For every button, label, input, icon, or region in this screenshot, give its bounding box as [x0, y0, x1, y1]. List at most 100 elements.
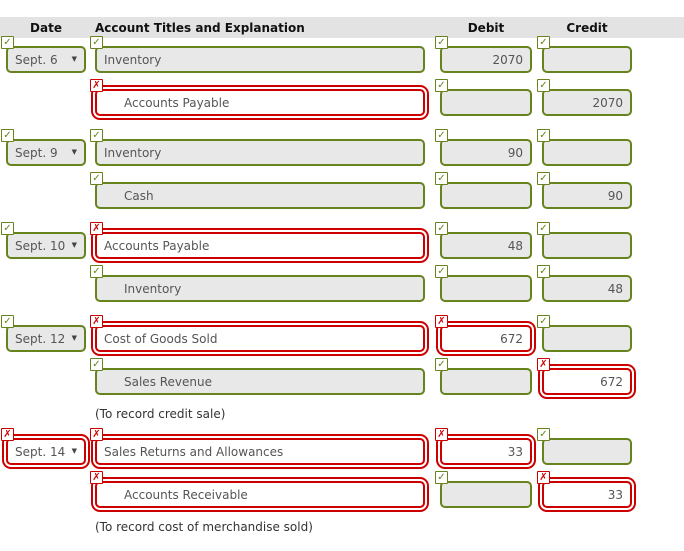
debit-cell: ✗ 33	[435, 428, 532, 465]
credit-cell: ✓	[537, 428, 632, 465]
credit-amount-input[interactable]: ✓	[537, 222, 632, 259]
date-cell: ✗ Sept. 14 ▼	[1, 428, 86, 465]
credit-cell: ✗ 33	[537, 471, 632, 508]
check-badge-icon: ✓	[537, 428, 550, 441]
credit-amount-input[interactable]: ✓ 2070	[537, 79, 632, 116]
field-box	[542, 139, 632, 166]
x-badge-icon: ✗	[90, 471, 103, 484]
account-cell: ✗ Accounts Payable	[90, 79, 425, 116]
date-select[interactable]: ✓ Sept. 9 ▼	[1, 129, 86, 166]
account-title-input[interactable]: ✗ Accounts Payable	[90, 79, 425, 116]
check-badge-icon: ✓	[1, 36, 14, 49]
field-box	[440, 275, 532, 302]
field-value: Sept. 6	[15, 52, 58, 67]
debit-amount-input[interactable]: ✓	[435, 358, 532, 395]
field-box: Sept. 10 ▼	[6, 232, 86, 259]
credit-amount-input[interactable]: ✓ 90	[537, 172, 632, 209]
chevron-down-icon: ▼	[71, 447, 77, 455]
credit-cell: ✓ 48	[537, 265, 632, 302]
account-title-input[interactable]: ✓ Inventory	[90, 36, 425, 73]
credit-cell: ✓	[537, 315, 632, 352]
account-title-input[interactable]: ✓ Cash	[90, 172, 425, 209]
check-badge-icon: ✓	[537, 129, 550, 142]
credit-amount-input[interactable]: ✓	[537, 428, 632, 465]
debit-cell: ✗ 672	[435, 315, 532, 352]
account-cell: ✗ Cost of Goods Sold	[90, 315, 425, 352]
date-select[interactable]: ✓ Sept. 10 ▼	[1, 222, 86, 259]
check-badge-icon: ✓	[90, 265, 103, 278]
chevron-down-icon: ▼	[71, 334, 77, 342]
account-cell: ✓ Sales Revenue	[90, 358, 425, 395]
credit-amount-input[interactable]: ✓	[537, 315, 632, 352]
credit-amount-input[interactable]: ✓	[537, 36, 632, 73]
field-box: Inventory	[95, 275, 425, 302]
check-badge-icon: ✓	[537, 172, 550, 185]
check-badge-icon: ✓	[537, 79, 550, 92]
field-box	[542, 232, 632, 259]
account-title-input[interactable]: ✗ Accounts Payable	[90, 222, 425, 259]
field-box	[440, 368, 532, 395]
account-title-input[interactable]: ✓ Inventory	[90, 129, 425, 166]
journal-row-credit-line: ✗ Accounts Payable ✓ ✓ 2070	[0, 79, 684, 116]
check-badge-icon: ✓	[1, 315, 14, 328]
x-badge-icon: ✗	[537, 471, 550, 484]
check-badge-icon: ✓	[90, 172, 103, 185]
check-badge-icon: ✓	[537, 315, 550, 328]
credit-cell: ✓ 2070	[537, 79, 632, 116]
field-box: 2070	[440, 46, 532, 73]
field-value: 33	[607, 487, 623, 502]
field-box: 672	[440, 325, 532, 352]
account-title-input[interactable]: ✗ Accounts Receivable	[90, 471, 425, 508]
journal-row-credit-line: ✓ Cash ✓ ✓ 90	[0, 172, 684, 209]
account-cell: ✓ Inventory	[90, 129, 425, 166]
check-badge-icon: ✓	[537, 222, 550, 235]
date-select[interactable]: ✗ Sept. 14 ▼	[1, 428, 86, 465]
field-box: Sept. 12 ▼	[6, 325, 86, 352]
field-box: Inventory	[95, 46, 425, 73]
field-box	[440, 481, 532, 508]
date-select[interactable]: ✓ Sept. 6 ▼	[1, 36, 86, 73]
journal-row-debit-line: ✓ Sept. 9 ▼ ✓ Inventory ✓ 90 ✓	[0, 129, 684, 166]
field-value: Cost of Goods Sold	[104, 331, 218, 346]
account-cell: ✗ Sales Returns and Allowances	[90, 428, 425, 465]
debit-amount-input[interactable]: ✗ 672	[435, 315, 532, 352]
field-box	[542, 46, 632, 73]
debit-amount-input[interactable]: ✗ 33	[435, 428, 532, 465]
debit-amount-input[interactable]: ✓	[435, 79, 532, 116]
debit-amount-input[interactable]: ✓ 48	[435, 222, 532, 259]
debit-amount-input[interactable]: ✓	[435, 172, 532, 209]
credit-amount-input[interactable]: ✓ 48	[537, 265, 632, 302]
account-cell: ✓ Inventory	[90, 36, 425, 73]
credit-amount-input[interactable]: ✗ 672	[537, 358, 632, 395]
debit-amount-input[interactable]: ✓	[435, 265, 532, 302]
check-badge-icon: ✓	[90, 129, 103, 142]
x-badge-icon: ✗	[90, 79, 103, 92]
field-value: Accounts Payable	[124, 95, 230, 110]
check-badge-icon: ✓	[435, 129, 448, 142]
account-title-input[interactable]: ✓ Inventory	[90, 265, 425, 302]
x-badge-icon: ✗	[90, 315, 103, 328]
debit-amount-input[interactable]: ✓	[435, 471, 532, 508]
credit-cell: ✓	[537, 222, 632, 259]
account-title-input[interactable]: ✓ Sales Revenue	[90, 358, 425, 395]
x-badge-icon: ✗	[90, 222, 103, 235]
date-cell: ✓ Sept. 6 ▼	[1, 36, 86, 73]
credit-cell: ✓	[537, 129, 632, 166]
debit-cell: ✓ 2070	[435, 36, 532, 73]
date-select[interactable]: ✓ Sept. 12 ▼	[1, 315, 86, 352]
debit-amount-input[interactable]: ✓ 90	[435, 129, 532, 166]
debit-amount-input[interactable]: ✓ 2070	[435, 36, 532, 73]
x-badge-icon: ✗	[537, 358, 550, 371]
credit-cell: ✓ 90	[537, 172, 632, 209]
debit-cell: ✓ 90	[435, 129, 532, 166]
field-box: Sept. 9 ▼	[6, 139, 86, 166]
journal-row-credit-line: ✓ Sales Revenue ✓ ✗ 672	[0, 358, 684, 395]
date-cell: ✓ Sept. 12 ▼	[1, 315, 86, 352]
account-title-input[interactable]: ✗ Sales Returns and Allowances	[90, 428, 425, 465]
credit-amount-input[interactable]: ✗ 33	[537, 471, 632, 508]
account-title-input[interactable]: ✗ Cost of Goods Sold	[90, 315, 425, 352]
credit-amount-input[interactable]: ✓	[537, 129, 632, 166]
debit-cell: ✓ 48	[435, 222, 532, 259]
header-account-titles: Account Titles and Explanation	[95, 20, 305, 35]
journal-row-credit-line: ✓ Inventory ✓ ✓ 48	[0, 265, 684, 302]
